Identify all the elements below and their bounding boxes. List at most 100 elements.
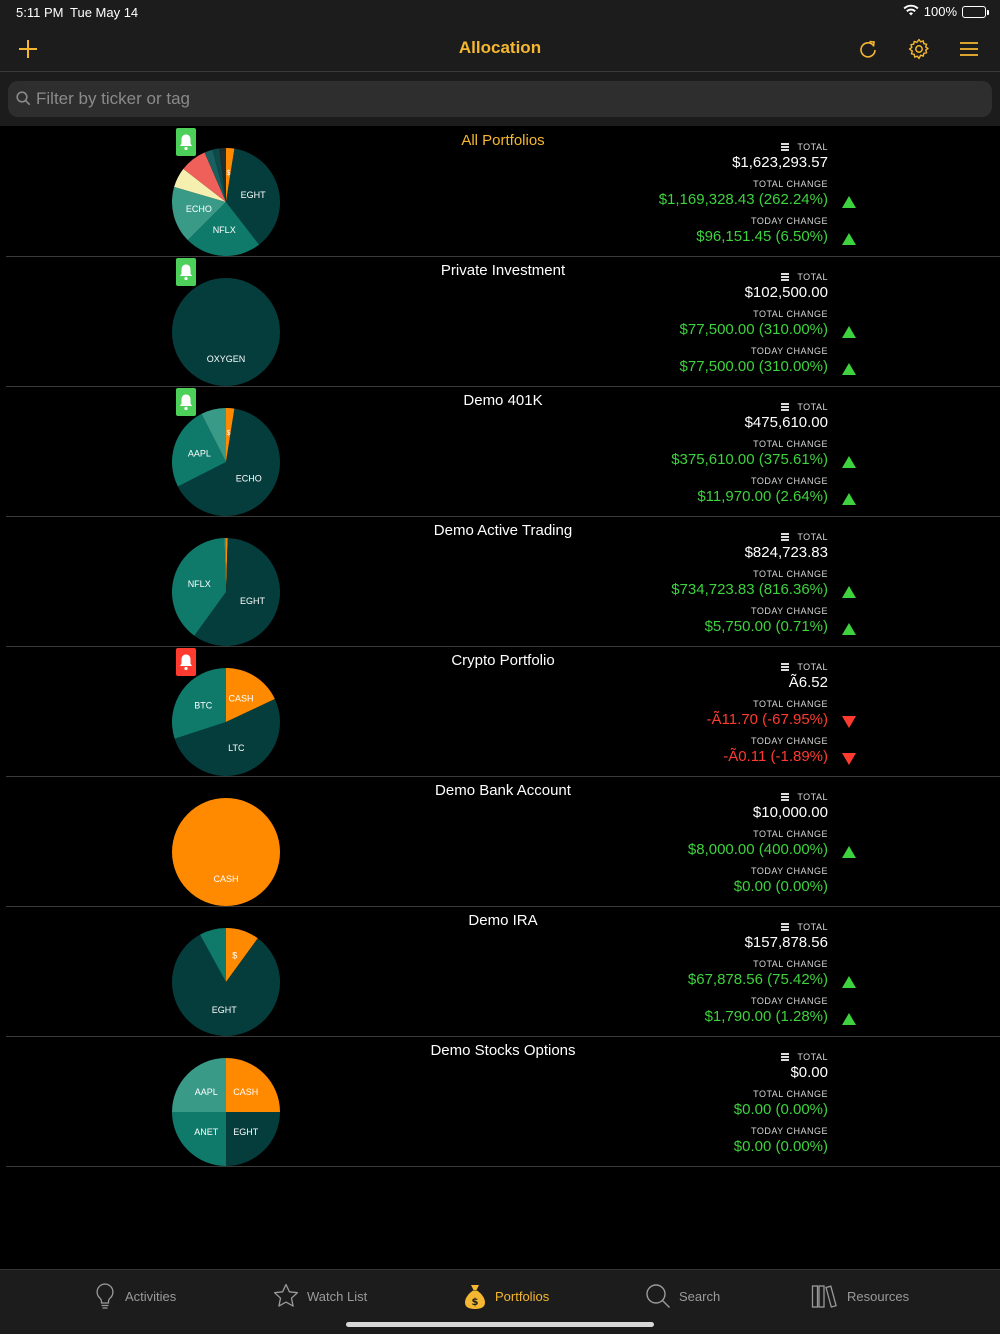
alert-badge[interactable] [176,388,196,416]
up-arrow-icon [842,491,856,505]
portfolio-row[interactable]: Demo 401K $ ECHO AAPL TOTAL $475,610.00 TOTAL … [6,387,1000,517]
star-icon [273,1283,299,1307]
up-arrow-icon [842,231,856,245]
tab-search[interactable]: Search [645,1282,720,1310]
pie-slice [226,668,275,722]
today-change-label: TODAY CHANGE [750,736,828,746]
pie-slice [226,1112,280,1166]
money-bag-icon: $ [465,1285,485,1309]
alert-badge[interactable] [176,128,196,156]
portfolio-name: Demo 401K [463,392,543,409]
bell-icon [180,654,192,671]
portfolio-name: Crypto Portfolio [451,652,555,669]
allocation-pie-chart: CASH LTC BTC [172,668,280,776]
pie-slice-label: ECHO [236,474,262,484]
portfolio-row[interactable]: All Portfolios $ EGHT NFLX ECHO TOTAL $1,623,2… [6,127,1000,257]
tab-label: Search [679,1288,721,1304]
allocation-pie-chart: $ EGHT NFLX ECHO [172,148,280,256]
search-box [8,81,992,117]
search-input[interactable] [36,81,976,117]
pie-slice [172,1058,226,1112]
total-label: TOTAL [568,1051,828,1063]
menu-button[interactable] [954,34,984,64]
pie-slice [183,152,226,202]
today-change-label: TODAY CHANGE [750,996,828,1006]
pie-slice [226,408,235,462]
total-change-value: $77,500.00 (310.00%) [568,320,856,345]
total-change-value: $8,000.00 (400.00%) [568,840,856,865]
up-arrow-icon [842,324,856,338]
add-button[interactable] [13,34,43,64]
refresh-button[interactable] [853,34,883,64]
pie-slice [226,1058,280,1112]
pie-slice-label: AAPL [188,448,211,458]
portfolio-row[interactable]: Private Investment OXYGEN TOTAL $102,500.00… [6,257,1000,387]
page-title: Allocation [458,38,542,57]
total-change-label: TOTAL CHANGE [753,309,828,319]
portfolio-row[interactable]: Demo Bank Account CASH TOTAL $10,000.00 TOTA… [6,777,1000,907]
down-arrow-icon [842,751,856,765]
pie-slice-label: LTC [228,743,245,753]
pie-slice [172,538,226,636]
today-change-value: $96,151.45 (6.50%) [568,227,856,252]
settings-button[interactable] [904,34,934,64]
pie-slice [226,928,258,982]
portfolio-name: Demo Bank Account [435,782,571,799]
today-change-value: $0.00 (0.00%) [733,1138,828,1155]
total-value: Ã6.52 [788,674,828,691]
alert-badge[interactable] [176,258,196,286]
total-label: TOTAL [568,531,828,543]
pie-slice-label: $ [232,950,237,960]
bell-icon [180,394,192,411]
status-time: 5:11 PM [16,5,64,20]
pie-slice-label: NFLX [188,579,211,589]
allocation-pie-chart: OXYGEN [172,278,280,386]
portfolio-row[interactable]: Demo Stocks Options CASH EGHT ANET AAPL TOTAL… [6,1037,1000,1167]
total-change-value: $375,610.00 (375.61%) [568,450,856,475]
tab-watch-list[interactable]: Watch List [273,1282,367,1310]
alert-triggered-badge[interactable] [176,648,196,676]
total-value: $10,000.00 [752,804,828,821]
tab-resources[interactable]: Resources [811,1282,909,1310]
today-change-value: $11,970.00 (2.64%) [568,487,856,512]
pie-slice [172,934,280,1036]
today-change-value: $77,500.00 (310.00%) [568,357,856,382]
search-icon [646,1284,670,1308]
pie-slice-label: EGHT [212,1005,238,1015]
today-change-label: TODAY CHANGE [750,1126,828,1136]
pie-slice-label: ECHO [186,204,212,214]
portfolio-row[interactable]: Crypto Portfolio CASH LTC BTC TOTAL Ã6.52 TOTA… [6,647,1000,777]
bell-icon [180,264,192,281]
pie-slice [194,538,280,646]
allocation-pie-chart: CASH [172,798,280,906]
pie-slice [177,408,280,516]
pie-slice [199,928,226,982]
status-bar: 5:11 PM Tue May 14 100% [0,0,1000,24]
battery-icon [962,5,989,18]
pie-slice [174,168,226,202]
pie-slice-label: OXYGEN [207,354,246,364]
pie-slice [226,148,280,245]
pie-slice-label: ANET [194,1127,219,1137]
portfolio-stats: TOTAL $824,723.83 TOTAL CHANGE $734,723.83 … [568,531,856,642]
tab-label: Resources [847,1288,910,1304]
total-label: TOTAL [568,141,828,153]
total-value: $475,610.00 [744,414,828,431]
pie-slice [204,149,226,202]
portfolio-name: All Portfolios [461,132,545,149]
total-change-value: $1,169,328.43 (262.24%) [568,190,856,215]
portfolio-name: Demo IRA [468,912,538,929]
total-change-label: TOTAL CHANGE [753,699,828,709]
total-value: $0.00 [790,1064,828,1081]
tab-portfolios[interactable]: $ Portfolios [463,1282,549,1310]
hamburger-icon [960,42,978,56]
portfolio-row[interactable]: Demo IRA $ EGHT TOTAL $157,878.56 TOTAL CHANG… [6,907,1000,1037]
pie-slice-label: NFLX [213,225,236,235]
tab-activities[interactable]: Activities [93,1282,176,1310]
search-bar [0,72,1000,126]
portfolio-stats: TOTAL $475,610.00 TOTAL CHANGE $375,610.00 … [568,401,856,512]
total-change-label: TOTAL CHANGE [753,829,828,839]
up-arrow-icon [842,194,856,208]
portfolio-name: Private Investment [440,262,566,279]
portfolio-row[interactable]: Demo Active Trading EGHT NFLX TOTAL $824,723… [6,517,1000,647]
